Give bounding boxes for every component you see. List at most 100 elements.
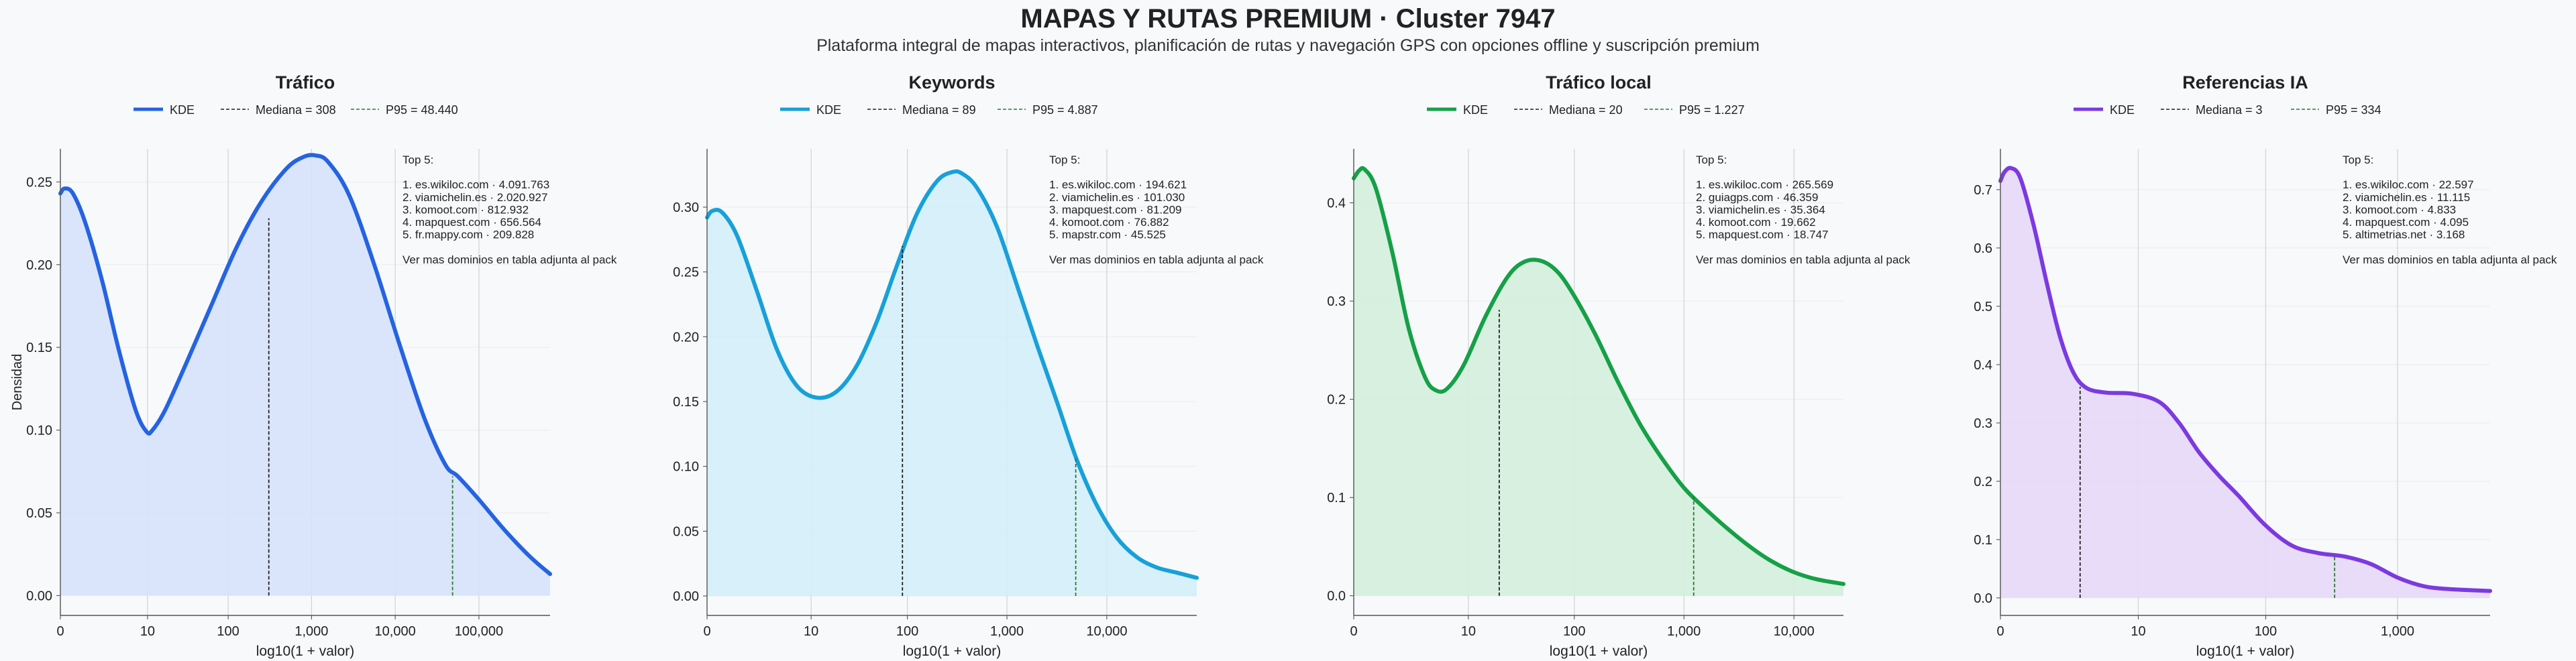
annotation-line: 1. es.wikiloc.com · 4.091.763 (402, 178, 549, 191)
annotation-line: 3. mapquest.com · 81.209 (1049, 203, 1182, 216)
y-tick-label: 0.15 (673, 395, 699, 410)
annotation-line: 4. mapquest.com · 656.564 (402, 216, 541, 229)
panel-4: Referencias IA KDE Mediana = 3 P95 = 334 0.0… (1974, 72, 2557, 659)
annotation-line: 5. altimetrias.net · 3.168 (2343, 229, 2465, 241)
panel-title: Keywords (908, 72, 995, 93)
kde-fill (1354, 168, 1843, 596)
x-axis-label: log10(1 + valor) (903, 644, 1002, 659)
annotation-line: 4. mapquest.com · 4.095 (2343, 216, 2469, 229)
x-tick-label: 10 (804, 624, 818, 639)
x-tick-label: 0 (1996, 624, 2004, 639)
annotation-line: 2. viamichelin.es · 101.030 (1049, 191, 1185, 204)
legend-kde-label: KDE (816, 103, 841, 117)
y-tick-label: 0.2 (1327, 393, 1346, 408)
kde-line (1352, 166, 1845, 587)
panel-2: Keywords KDE Mediana = 89 P95 = 4.887 0.00 0.… (673, 72, 1264, 659)
kde-fill (2000, 168, 2490, 598)
annotation-heading: Top 5: (402, 154, 433, 166)
annotation-heading: Top 5: (2343, 154, 2373, 166)
annotation-line: 5. mapquest.com · 18.747 (1696, 229, 1829, 241)
y-tick-label: 0.3 (1974, 416, 1992, 431)
y-tick-label: 0.3 (1327, 294, 1346, 309)
x-tick-label: 1,000 (2381, 624, 2414, 639)
annotation-line: 5. mapstr.com · 45.525 (1049, 229, 1166, 241)
legend-kde-label: KDE (2110, 103, 2135, 117)
kde-line (1998, 166, 2492, 593)
annotation-line: Ver mas dominios en tabla adjunta al pac… (1696, 253, 1911, 266)
y-tick-label: 0.15 (26, 341, 52, 355)
panel-title: Referencias IA (2182, 72, 2308, 93)
annotation-line: 2. guiagps.com · 46.359 (1696, 191, 1818, 204)
y-tick-label: 0.4 (1974, 358, 1992, 373)
chart-title: MAPAS Y RUTAS PREMIUM · Cluster 7947 (1020, 4, 1556, 34)
y-tick-label: 0.30 (673, 200, 699, 215)
x-tick-label: 0 (703, 624, 710, 639)
annotation-heading: Top 5: (1049, 154, 1080, 166)
annotation-line: 1. es.wikiloc.com · 265.569 (1696, 178, 1833, 191)
legend-median-label: Mediana = 20 (1549, 103, 1623, 117)
y-tick-label: 0.1 (1974, 533, 1992, 548)
y-tick-label: 0.10 (26, 424, 52, 438)
x-tick-label: 1,000 (1667, 624, 1701, 639)
annotation-line: 3. komoot.com · 4.833 (2343, 203, 2456, 216)
annotation-line: 2. viamichelin.es · 11.115 (2343, 191, 2470, 204)
x-axis-label: log10(1 + valor) (2196, 644, 2295, 659)
y-tick-label: 0.25 (26, 175, 52, 190)
annotation-line: Ver mas dominios en tabla adjunta al pac… (1049, 253, 1264, 266)
kde-fill (707, 171, 1197, 596)
panel-title: Tráfico (276, 72, 335, 93)
kde-fill (60, 155, 550, 596)
x-tick-label: 10,000 (1774, 624, 1815, 639)
annotation-line: 5. fr.mappy.com · 209.828 (402, 229, 534, 241)
x-tick-label: 1,000 (294, 624, 328, 639)
annotation-line: 4. komoot.com · 19.662 (1696, 216, 1816, 229)
panel-1: Tráfico KDE Mediana = 308 P95 = 48.440 0.00 0… (26, 72, 617, 659)
legend-kde-label: KDE (1463, 103, 1488, 117)
annotation-line: Ver mas dominios en tabla adjunta al pac… (2343, 253, 2557, 266)
annotation-line: 1. es.wikiloc.com · 22.597 (2343, 178, 2474, 191)
x-tick-label: 10,000 (1086, 624, 1127, 639)
y-tick-label: 0.5 (1974, 300, 1992, 314)
annotation-line: 2. viamichelin.es · 2.020.927 (402, 191, 547, 204)
y-tick-label: 0.00 (26, 589, 52, 603)
y-tick-label: 0.20 (673, 330, 699, 345)
x-tick-label: 1,000 (990, 624, 1024, 639)
y-tick-label: 0.10 (673, 460, 699, 475)
kde-line (705, 169, 1199, 580)
legend-median-label: Mediana = 308 (256, 103, 336, 117)
y-tick-label: 0.1 (1327, 491, 1346, 505)
annotation-line: 3. viamichelin.es · 35.364 (1696, 203, 1825, 216)
x-tick-label: 10,000 (375, 624, 416, 639)
x-tick-label: 10 (1461, 624, 1476, 639)
y-tick-label: 0.00 (673, 589, 699, 604)
annotation-heading: Top 5: (1696, 154, 1727, 166)
x-tick-label: 100 (217, 624, 239, 639)
x-tick-label: 0 (56, 624, 64, 639)
x-axis-label: log10(1 + valor) (1550, 644, 1648, 659)
annotation-line: 1. es.wikiloc.com · 194.621 (1049, 178, 1187, 191)
x-tick-label: 100 (1563, 624, 1585, 639)
y-tick-label: 0.05 (673, 524, 699, 539)
y-tick-label: 0.05 (26, 506, 52, 521)
x-tick-label: 100 (2255, 624, 2277, 639)
y-tick-label: 0.2 (1974, 475, 1992, 489)
annotation-line: Ver mas dominios en tabla adjunta al pac… (402, 253, 617, 266)
x-tick-label: 100 (896, 624, 918, 639)
y-tick-label: 0.25 (673, 265, 699, 280)
y-tick-label: 0.0 (1974, 591, 1992, 606)
annotation-line: 3. komoot.com · 812.932 (402, 203, 529, 216)
y-axis-label: Densidad (10, 354, 25, 411)
x-tick-label: 10 (2131, 624, 2145, 639)
y-tick-label: 0.4 (1327, 196, 1346, 211)
y-tick-label: 0.7 (1974, 183, 1992, 198)
legend-p95-label: P95 = 1.227 (1679, 103, 1745, 117)
x-tick-label: 100,000 (455, 624, 503, 639)
legend-p95-label: P95 = 48.440 (386, 103, 458, 117)
y-tick-label: 0.0 (1327, 589, 1346, 604)
kde-line (58, 153, 552, 577)
panel-3: Tráfico local KDE Mediana = 20 P95 = 1.227 0… (1327, 72, 1911, 659)
x-tick-label: 0 (1350, 624, 1357, 639)
legend-median-label: Mediana = 3 (2196, 103, 2263, 117)
legend-kde-label: KDE (170, 103, 195, 117)
